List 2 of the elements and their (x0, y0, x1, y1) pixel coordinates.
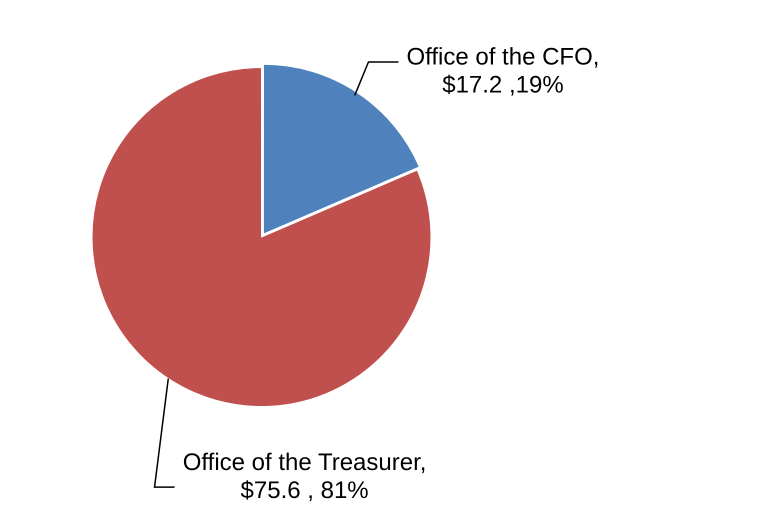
slice-label: Office of the CFO, $17.2 ,19% (406, 44, 600, 99)
slice-label: Office of the Treasurer, $75.6 , 81% (182, 448, 426, 504)
